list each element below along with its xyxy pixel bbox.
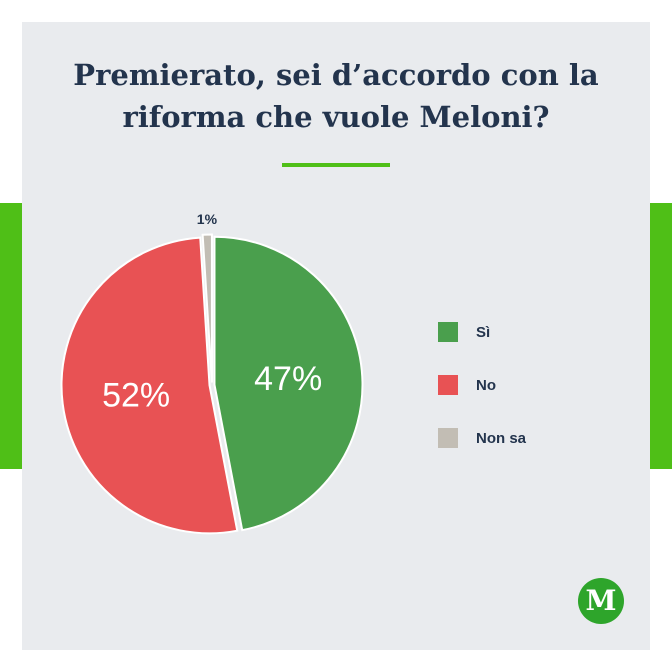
chart-title: Premierato, sei d’accordo con la riforma…: [73, 58, 599, 134]
data-label-no: 52%: [102, 377, 170, 415]
pie-slice-si: [213, 235, 364, 532]
title-underline: [282, 163, 390, 167]
data-label-non-sa: 1%: [197, 211, 218, 227]
data-label-si: 47%: [254, 360, 322, 398]
right-accent-bar: [650, 203, 672, 469]
legend-swatch: [438, 322, 458, 342]
pie-slice-non-sa: [201, 233, 213, 383]
legend-item-non-sa: Non sa: [438, 424, 526, 452]
legend-item-no: No: [438, 371, 526, 399]
legend-label: Sì: [476, 323, 491, 341]
pie-chart: 47% 52% 1%: [60, 211, 364, 535]
legend-swatch: [438, 428, 458, 448]
logo: M: [578, 578, 624, 624]
legend-item-si: Sì: [438, 318, 526, 346]
pie-slice-no: [60, 236, 239, 535]
legend-label: No: [476, 376, 496, 394]
legend-label: Non sa: [476, 429, 527, 447]
chart-card: Premierato, sei d’accordo con la riforma…: [22, 22, 650, 650]
left-accent-bar: [0, 203, 22, 469]
logo-letter: M: [585, 584, 617, 617]
legend-swatch: [438, 375, 458, 395]
chart-legend: Sì No Non sa: [438, 318, 526, 477]
